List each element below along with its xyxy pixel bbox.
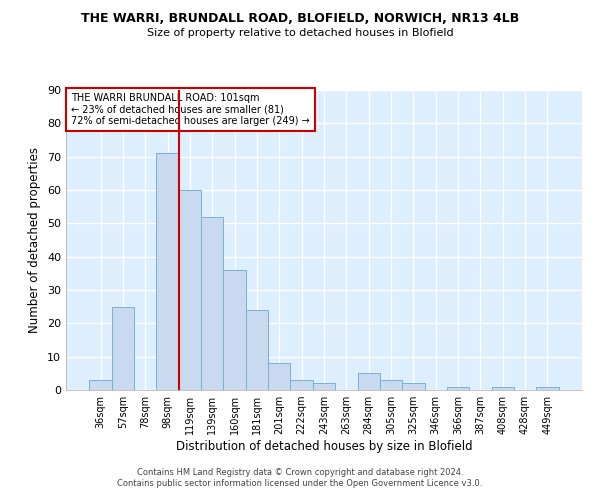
Bar: [246, 310, 268, 390]
Text: Size of property relative to detached houses in Blofield: Size of property relative to detached ho…: [146, 28, 454, 38]
Bar: [201, 216, 223, 390]
Bar: [223, 270, 246, 390]
Bar: [290, 380, 313, 390]
Y-axis label: Number of detached properties: Number of detached properties: [28, 147, 41, 333]
Bar: [313, 384, 335, 390]
Bar: [491, 386, 514, 390]
Text: THE WARRI BRUNDALL ROAD: 101sqm
← 23% of detached houses are smaller (81)
72% of: THE WARRI BRUNDALL ROAD: 101sqm ← 23% of…: [71, 93, 310, 126]
X-axis label: Distribution of detached houses by size in Blofield: Distribution of detached houses by size …: [176, 440, 472, 453]
Text: Contains HM Land Registry data © Crown copyright and database right 2024.
Contai: Contains HM Land Registry data © Crown c…: [118, 468, 482, 487]
Bar: [536, 386, 559, 390]
Bar: [447, 386, 469, 390]
Bar: [112, 306, 134, 390]
Bar: [268, 364, 290, 390]
Bar: [358, 374, 380, 390]
Bar: [179, 190, 201, 390]
Bar: [380, 380, 402, 390]
Bar: [89, 380, 112, 390]
Text: THE WARRI, BRUNDALL ROAD, BLOFIELD, NORWICH, NR13 4LB: THE WARRI, BRUNDALL ROAD, BLOFIELD, NORW…: [81, 12, 519, 26]
Bar: [402, 384, 425, 390]
Bar: [157, 154, 179, 390]
